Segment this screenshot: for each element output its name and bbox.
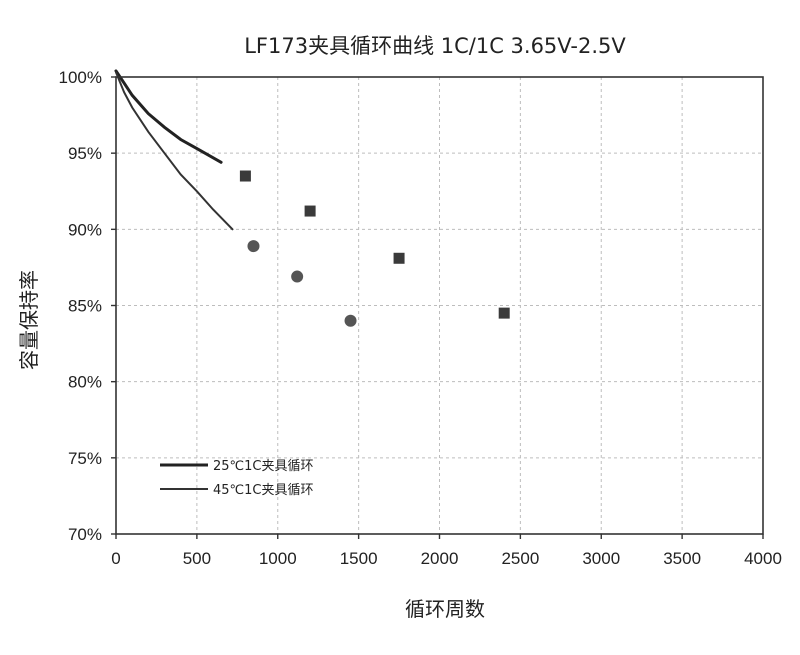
- series-line-2: [115, 71, 234, 231]
- y-tick-label: 85%: [68, 297, 102, 316]
- data-point-square: [239, 170, 251, 182]
- data-point-circle: [344, 314, 357, 327]
- data-point-square: [304, 205, 316, 217]
- y-tick-label: 100%: [59, 68, 102, 87]
- legend-label-2: 45℃1C夹具循环: [213, 483, 314, 498]
- legend-label-1: 25℃1C夹具循环: [213, 459, 314, 474]
- x-tick-label: 500: [183, 549, 211, 568]
- chart-title: LF173夹具循环曲线 1C/1C 3.65V-2.5V: [244, 34, 626, 58]
- y-tick-label: 90%: [68, 220, 102, 239]
- data-point-square: [393, 252, 405, 264]
- y-tick-label: 80%: [68, 373, 102, 392]
- x-tick-label: 3500: [663, 549, 701, 568]
- x-tick-label: 1000: [259, 549, 297, 568]
- series-layer: [114, 69, 510, 327]
- y-tick-label: 75%: [68, 449, 102, 468]
- x-tick-label: 0: [111, 549, 120, 568]
- data-point-square: [498, 307, 510, 319]
- x-tick-label: 2500: [501, 549, 539, 568]
- legend: 25℃1C夹具循环 45℃1C夹具循环: [160, 459, 314, 498]
- x-axis-label: 循环周数: [405, 597, 485, 621]
- data-point-circle: [291, 270, 304, 283]
- x-tick-label: 2000: [421, 549, 459, 568]
- x-tick-label: 4000: [744, 549, 782, 568]
- tick-labels: 0 500 1000 1500 2000 2500 3000 3500 4000 70% 75% 80…: [59, 68, 782, 568]
- y-axis-label: 容量保持率: [17, 270, 41, 370]
- series-line-1: [114, 69, 223, 164]
- y-tick-label: 95%: [68, 144, 102, 163]
- data-point-circle: [247, 240, 260, 253]
- x-tick-label: 3000: [582, 549, 620, 568]
- x-tick-label: 1500: [340, 549, 378, 568]
- y-tick-label: 70%: [68, 525, 102, 544]
